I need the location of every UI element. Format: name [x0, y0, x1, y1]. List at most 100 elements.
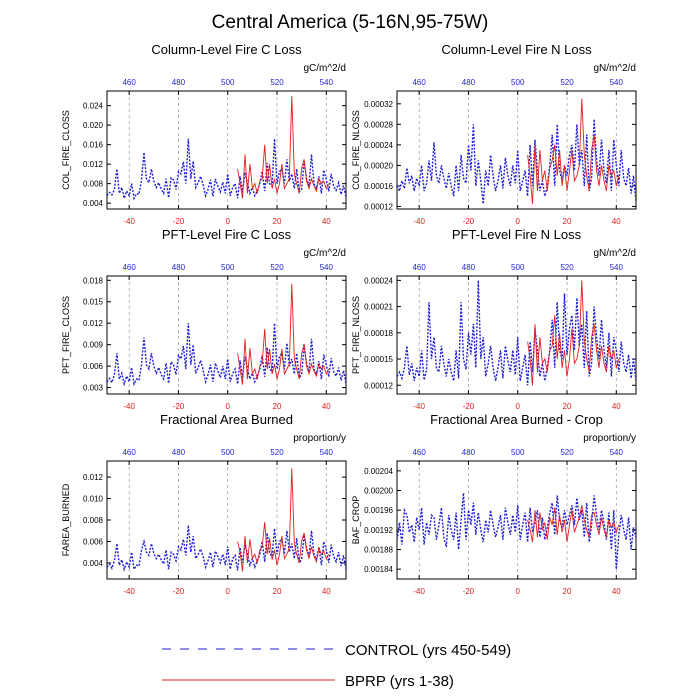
y-tick-label: 0.00018 — [364, 329, 393, 338]
top-tick-label: 520 — [270, 78, 284, 87]
y-tick-label: 0.003 — [83, 384, 104, 393]
legend-control-label: CONTROL (yrs 450-549) — [345, 642, 511, 659]
y-tick-label: 0.004 — [83, 199, 104, 208]
legend-bprp-label: BPRP (yrs 1-38) — [345, 673, 454, 690]
panel-title: PFT-Level Fire N Loss — [452, 227, 582, 242]
x-tick-label: 40 — [612, 402, 621, 411]
x-tick-label: 0 — [226, 217, 231, 226]
y-tick-label: 0.010 — [83, 495, 104, 504]
series-bprp-line — [237, 95, 330, 199]
y-tick-label: 0.00028 — [364, 120, 393, 129]
top-tick-label: 460 — [122, 78, 136, 87]
top-tick-label: 480 — [462, 78, 476, 87]
x-tick-label: -40 — [123, 217, 135, 226]
plot-frame — [396, 90, 637, 210]
legend: CONTROL (yrs 450-549) BPRP (yrs 1-38) — [162, 642, 511, 690]
plot-frame — [396, 275, 637, 395]
y-tick-label: 0.00184 — [364, 565, 393, 574]
top-tick-label: 520 — [270, 263, 284, 272]
x-tick-label: 20 — [563, 217, 572, 226]
y-tick-label: 0.006 — [83, 537, 104, 546]
plot-frame — [106, 275, 347, 395]
top-tick-label: 480 — [172, 263, 186, 272]
panel-units: proportion/y — [293, 433, 346, 444]
x-tick-label: 20 — [273, 587, 282, 596]
x-tick-label: 0 — [516, 587, 521, 596]
x-tick-label: 0 — [226, 587, 231, 596]
series-control-line — [397, 119, 636, 204]
panel-title: Column-Level Fire C Loss — [151, 42, 302, 57]
series-bprp-line — [237, 468, 330, 572]
top-tick-label: 540 — [320, 78, 334, 87]
panel-title: Fractional Area Burned — [160, 412, 293, 427]
x-tick-label: -40 — [123, 587, 135, 596]
top-tick-label: 500 — [511, 448, 525, 457]
y-axis-label: FAREA_BURNED — [61, 483, 71, 556]
x-tick-label: -20 — [463, 217, 475, 226]
top-tick-label: 460 — [412, 78, 426, 87]
x-tick-label: 20 — [273, 402, 282, 411]
chart-panel-4: PFT-Level Fire N Loss gN/m^2/d -40 -20 0 20 40… — [351, 227, 637, 411]
top-tick-label: 540 — [610, 78, 624, 87]
x-tick-label: 0 — [516, 217, 521, 226]
y-tick-label: 0.00012 — [364, 381, 393, 390]
y-tick-label: 0.00032 — [364, 100, 393, 109]
top-tick-label: 460 — [412, 448, 426, 457]
panel-units: gC/m^2/d — [304, 63, 347, 74]
series-bprp-line — [527, 98, 620, 204]
top-tick-label: 540 — [610, 448, 624, 457]
series-control-line — [397, 492, 636, 570]
x-tick-label: -20 — [173, 402, 185, 411]
y-tick-label: 0.00016 — [364, 182, 393, 191]
series-bprp-line — [237, 283, 330, 385]
top-tick-label: 460 — [412, 263, 426, 272]
panel-title: PFT-Level Fire C Loss — [162, 227, 292, 242]
top-tick-label: 500 — [511, 78, 525, 87]
y-tick-label: 0.018 — [83, 276, 104, 285]
x-tick-label: -40 — [413, 402, 425, 411]
x-tick-label: 40 — [612, 217, 621, 226]
y-axis-label: BAF_CROP — [351, 496, 361, 545]
y-tick-label: 0.004 — [83, 559, 104, 568]
top-tick-label: 520 — [270, 448, 284, 457]
y-tick-label: 0.020 — [83, 121, 104, 130]
x-tick-label: -20 — [463, 402, 475, 411]
y-axis-label: COL_FIRE_NLOSS — [351, 110, 361, 190]
figure-title: Central America (5-16N,95-75W) — [212, 12, 489, 33]
top-tick-label: 540 — [320, 263, 334, 272]
y-tick-label: 0.024 — [83, 102, 104, 111]
y-tick-label: 0.00021 — [364, 303, 393, 312]
x-tick-label: 40 — [322, 402, 331, 411]
y-tick-label: 0.00012 — [364, 202, 393, 211]
panel-units: gC/m^2/d — [304, 248, 347, 259]
chart-panel-3: PFT-Level Fire C Loss gC/m^2/d -40 -20 0 20 40… — [61, 227, 347, 411]
y-axis-label: COL_FIRE_CLOSS — [61, 110, 71, 190]
top-tick-label: 520 — [560, 78, 574, 87]
y-tick-label: 0.00015 — [364, 355, 393, 364]
top-tick-label: 460 — [122, 263, 136, 272]
y-tick-label: 0.00196 — [364, 506, 393, 515]
x-tick-label: 20 — [563, 587, 572, 596]
y-tick-label: 0.015 — [83, 298, 104, 307]
x-tick-label: -40 — [413, 217, 425, 226]
x-tick-label: -20 — [173, 217, 185, 226]
y-tick-label: 0.00188 — [364, 546, 393, 555]
x-tick-label: 0 — [226, 402, 231, 411]
y-tick-label: 0.00192 — [364, 526, 393, 535]
top-tick-label: 500 — [511, 263, 525, 272]
y-tick-label: 0.008 — [83, 180, 104, 189]
panel-units: gN/m^2/d — [594, 248, 637, 259]
panel-title: Fractional Area Burned - Crop — [430, 412, 603, 427]
series-control-line — [397, 280, 636, 386]
series-bprp-line — [527, 280, 620, 386]
chart-panel-6: Fractional Area Burned - Crop proportion/… — [351, 412, 637, 596]
series-control-line — [107, 138, 346, 201]
series-control-line — [107, 525, 346, 572]
x-tick-label: 40 — [322, 587, 331, 596]
x-tick-label: -20 — [463, 587, 475, 596]
